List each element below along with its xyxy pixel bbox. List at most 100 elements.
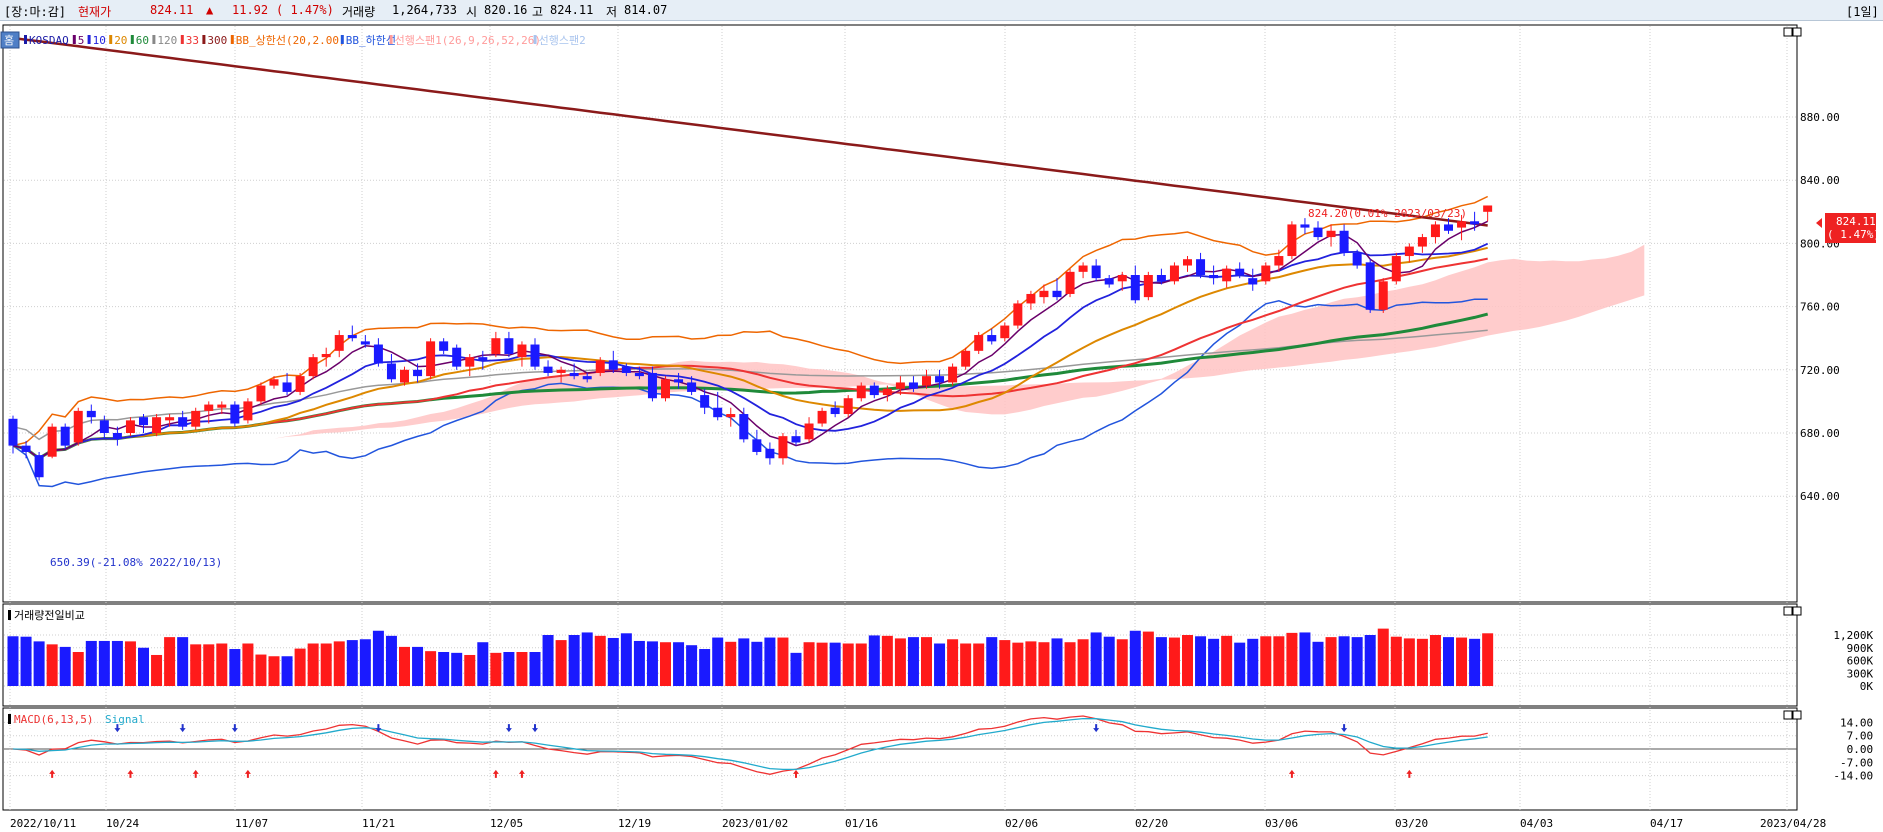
candle-body <box>1417 237 1427 247</box>
candle-body <box>465 357 475 367</box>
date-axis-label: 03/20 <box>1395 817 1428 830</box>
volume-bar <box>346 640 358 686</box>
date-axis-label: 03/06 <box>1265 817 1298 830</box>
legend-item: 10 <box>93 34 106 47</box>
candle-body <box>347 335 357 339</box>
x-axis-labels: 2022/10/11 10/24 11/07 11/21 12/05 12/19 2023/… <box>10 817 1826 830</box>
up-arrow-icon: ▲ <box>206 3 214 17</box>
volume-bar <box>177 637 189 686</box>
macd-buy-signal-icon <box>1288 769 1295 778</box>
bb-upper-line <box>12 195 1489 447</box>
macd-axis-label: 14.00 <box>1840 716 1873 729</box>
volume-bar <box>85 640 97 686</box>
candle-body <box>413 369 423 377</box>
candle-body <box>1169 265 1179 282</box>
price-panel-close-button[interactable] <box>1792 27 1802 37</box>
stock-chart[interactable]: 880.00840.00800.00760.00720.00680.00640.… <box>0 21 1883 832</box>
volume-bar <box>712 637 724 686</box>
volume-bar <box>190 644 202 686</box>
current-price-tag-value: 824.11 <box>1836 215 1876 228</box>
volume-bar <box>1090 632 1102 686</box>
price-change: 11.92 <box>232 3 269 17</box>
candle-body <box>21 445 31 452</box>
candle-body <box>1196 259 1206 275</box>
volume-bar <box>1038 642 1050 686</box>
volume-bar <box>738 638 750 686</box>
volume-bar <box>529 652 541 686</box>
volume-bar <box>803 642 815 686</box>
quote-header: [장:마:감] 현재가 824.11 ▲ 11.92 ( 1.47%) 거래량 … <box>0 0 1883 21</box>
macd-sell-signal-icon <box>114 724 121 733</box>
volume-panel-minimize-button[interactable] <box>1783 606 1793 616</box>
volume-bar <box>1482 633 1494 686</box>
volume-bar <box>255 654 267 686</box>
date-axis-label: 02/06 <box>1005 817 1038 830</box>
candle-body <box>687 382 697 392</box>
volume-bar <box>555 640 567 686</box>
legend-swatch <box>533 35 537 44</box>
volume-bar <box>516 652 528 686</box>
volume-bar <box>1416 638 1428 686</box>
candle-body <box>634 372 644 377</box>
volume-bar <box>1456 637 1468 686</box>
candle-body <box>922 376 931 386</box>
legend-swatch <box>130 35 134 44</box>
candle-body <box>504 338 514 354</box>
volume-bar <box>503 652 515 686</box>
candle-body <box>282 382 292 392</box>
volume-bar <box>333 641 345 686</box>
volume-panel-close-button[interactable] <box>1792 606 1802 616</box>
volume-bar <box>1234 642 1246 686</box>
volume-bar <box>1338 636 1350 686</box>
volume-bar <box>764 637 776 686</box>
candle-body <box>856 385 866 399</box>
volume-bar <box>1469 638 1481 686</box>
legend-swatch <box>152 35 156 44</box>
price-panel-minimize-button[interactable] <box>1783 27 1793 37</box>
volume-bar <box>46 644 58 686</box>
volume-bar <box>1025 641 1037 686</box>
candle-body <box>1261 265 1271 282</box>
macd-buy-signal-icon <box>793 769 799 778</box>
macd-line <box>12 715 1488 775</box>
candle-body <box>1091 265 1101 279</box>
candle-body <box>1378 281 1388 310</box>
volume-bar <box>72 652 84 686</box>
volume-bar <box>1403 638 1415 686</box>
macd-panel-close-button[interactable] <box>1792 710 1802 720</box>
candle-body <box>961 350 971 367</box>
macd-sell-signal-icon <box>1341 724 1348 733</box>
candle-body <box>491 338 501 354</box>
volume-bar <box>412 646 424 686</box>
candle-body <box>621 366 631 373</box>
volume-axis-label: 0K <box>1860 680 1874 693</box>
volume-bar <box>242 643 254 686</box>
volume-bar <box>203 644 215 686</box>
volume-bar <box>973 643 985 686</box>
candle-body <box>178 417 188 427</box>
volume-bar <box>1195 636 1207 686</box>
volume-bar <box>138 647 149 686</box>
volume-bar <box>660 642 671 686</box>
candle-body <box>726 414 736 418</box>
candle-body <box>517 344 527 358</box>
candle-body <box>1430 224 1440 238</box>
candle-body <box>1183 259 1192 266</box>
macd-panel-minimize-button[interactable] <box>1783 710 1793 720</box>
volume-bar <box>646 641 658 686</box>
candle-body <box>34 455 44 478</box>
candle-body <box>713 407 723 418</box>
macd-buy-signal-icon <box>492 769 499 778</box>
candle-body <box>243 401 253 421</box>
price-axis-label: 840.00 <box>1800 174 1840 187</box>
volume-bar <box>842 643 854 686</box>
candle-body <box>661 379 670 399</box>
candle-body <box>843 398 853 415</box>
period-selector[interactable]: [1일] <box>1846 5 1879 19</box>
open-value: 820.16 <box>484 3 528 17</box>
home-icon[interactable] <box>0 31 20 49</box>
legend-item: 선행스팬1(26,9,26,52,26) <box>395 34 541 47</box>
ichimoku-cloud-area <box>169 244 1645 459</box>
volume-bar <box>542 635 554 686</box>
volume-bar <box>490 652 502 686</box>
